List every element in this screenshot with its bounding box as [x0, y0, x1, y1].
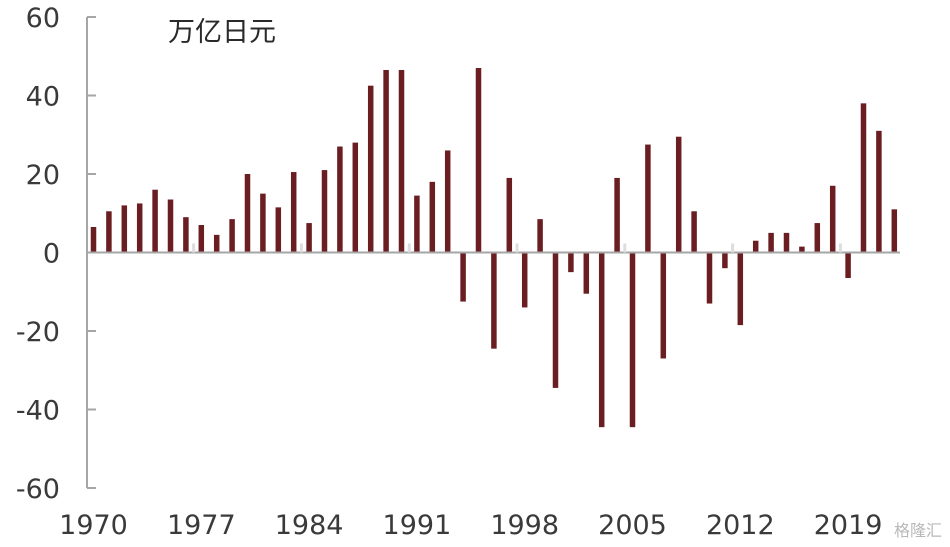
bar-1998	[521, 252, 528, 308]
x-tick-label: 1977	[167, 510, 236, 541]
bar-1997	[506, 177, 513, 253]
bar-1996	[491, 252, 497, 349]
bar-1980	[244, 174, 251, 253]
y-tick-label: 40	[26, 82, 60, 113]
bar-1987	[352, 142, 359, 253]
bar-1982	[275, 207, 282, 253]
bar-2022	[891, 209, 898, 253]
bar-1994	[460, 252, 466, 302]
x-tick-label: 1998	[490, 510, 559, 541]
x-tick-label: 1991	[383, 510, 452, 541]
bar-1992	[429, 181, 436, 253]
bar-2010	[706, 252, 713, 304]
bar-1978	[213, 234, 220, 253]
watermark-text: 格隆汇	[893, 521, 942, 540]
y-tick-label: 0	[43, 239, 60, 270]
x-tick-label: 1970	[59, 510, 128, 541]
bar-1981	[260, 193, 266, 253]
bar-2005	[629, 252, 636, 428]
bar-1973	[136, 203, 143, 253]
bar-2018	[829, 185, 836, 253]
bar-1977	[198, 225, 205, 253]
bar-1995	[475, 68, 482, 253]
bar-2002	[583, 252, 590, 294]
x-tick-label: 2012	[706, 510, 775, 541]
bar-2020	[860, 103, 867, 253]
bar-1993	[444, 150, 451, 253]
bar-1976	[183, 217, 189, 253]
x-ticks-group: 1970 1977 1984 1991 1998 2005 2012 2019	[59, 243, 883, 541]
bar-1989	[383, 69, 389, 253]
bar-2007	[660, 252, 667, 359]
y-tick-label: -40	[16, 396, 60, 427]
bar-1971	[106, 211, 112, 253]
bar-2015	[783, 232, 790, 253]
bar-1986	[337, 146, 343, 253]
bar-1970	[90, 226, 97, 253]
bar-2009	[691, 211, 697, 253]
bar-2021	[876, 130, 882, 253]
bar-1988	[367, 85, 374, 253]
x-tick-label: 2005	[598, 510, 667, 541]
bar-1974	[152, 189, 158, 253]
bar-2004	[614, 177, 620, 253]
bar-2016	[799, 246, 805, 253]
y-tick-label: 20	[26, 160, 60, 191]
bar-2000	[552, 252, 559, 388]
bar-2019	[845, 252, 851, 279]
bar-2014	[768, 232, 774, 253]
bar-1999	[537, 219, 543, 253]
y-tick-label: -20	[16, 317, 60, 348]
bar-1983	[290, 172, 297, 253]
unit-label: 万亿日元	[168, 17, 276, 48]
x-tick-label: 2019	[814, 510, 883, 541]
bar-2006	[645, 144, 651, 253]
bar-1984	[306, 223, 312, 253]
bar-1985	[321, 170, 328, 253]
bar-1972	[121, 205, 128, 253]
bar-2011	[722, 252, 728, 269]
x-tick-label: 1984	[275, 510, 344, 541]
bar-2017	[814, 223, 821, 253]
bars-group	[90, 68, 898, 428]
bar-2012	[737, 252, 744, 326]
bar-2003	[598, 252, 605, 428]
y-tick-label: -60	[16, 474, 60, 505]
bar-1975	[167, 199, 174, 253]
bar-2008	[675, 136, 682, 253]
bar-1979	[229, 219, 235, 253]
bar-2013	[752, 240, 759, 253]
y-ticks-group: 60 40 20 0 -20 -40 -60	[16, 3, 96, 505]
bar-1991	[414, 195, 420, 253]
bar-2001	[568, 252, 574, 273]
y-tick-label: 60	[26, 3, 60, 34]
bar-1990	[398, 69, 405, 253]
